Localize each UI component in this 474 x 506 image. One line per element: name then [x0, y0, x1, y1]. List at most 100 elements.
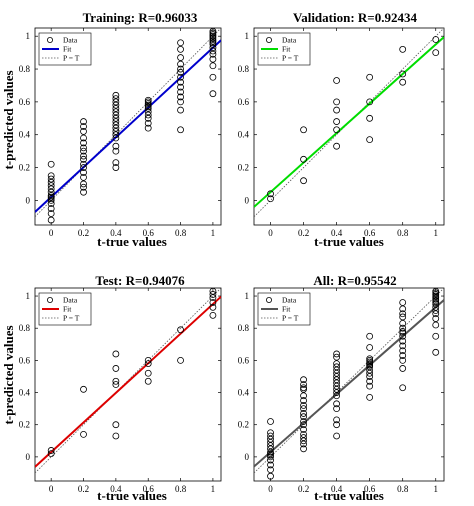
validation-data-point: [432, 49, 440, 57]
training-data-point: [209, 31, 217, 38]
test-data-point: [177, 326, 184, 334]
test-data-point: [112, 432, 120, 440]
training-data-point: [47, 178, 55, 186]
training-data-point: [177, 78, 184, 86]
all-data-point: [333, 376, 341, 384]
training-data-point: [144, 108, 152, 116]
training-data-point: [177, 73, 184, 81]
all-data-point: [432, 300, 440, 308]
all-data-point: [432, 289, 440, 297]
all-data-point: [267, 429, 274, 437]
all-data-point: [432, 303, 440, 311]
all-data-point: [333, 350, 341, 358]
test-y-tick-label: 0.4: [19, 388, 31, 398]
all-data-point: [333, 389, 341, 396]
all-data-point: [267, 450, 274, 458]
validation-x-tick-label: 0.4: [331, 228, 343, 238]
all-y-tick-label: 0.6: [238, 355, 250, 365]
training-data-point: [47, 175, 55, 183]
all-data-point: [300, 434, 307, 441]
training-data-point: [177, 39, 184, 47]
training-ylabel: t-predicted values: [1, 70, 16, 169]
training-data-point: [80, 118, 87, 125]
all-data-point: [300, 445, 307, 453]
validation-data-point: [366, 136, 374, 144]
test-data-point: [47, 447, 55, 454]
all-data-point: [366, 363, 374, 371]
all-data-point: [399, 342, 407, 350]
validation-title: Validation: R=0.92434: [293, 10, 417, 25]
training-data-point: [144, 124, 152, 132]
all-data-point: [300, 418, 307, 425]
training-data-point: [209, 41, 217, 48]
training-identity-line: [35, 28, 221, 218]
test-x-tick-label: 0: [49, 484, 54, 494]
all-data-point: [366, 377, 374, 385]
training-data-point: [47, 205, 55, 212]
all-data-point: [300, 397, 307, 404]
test-data-point: [144, 356, 152, 364]
training-data-point: [47, 185, 55, 193]
all-data-point: [333, 379, 341, 387]
all-data-point: [366, 382, 374, 390]
training-data-point: [112, 121, 120, 129]
all-y-tick-label: 0.8: [238, 323, 250, 333]
test-x-tick-label: 0.2: [78, 484, 89, 494]
all-data-point: [333, 363, 341, 371]
training-data-point: [144, 111, 152, 119]
training-data-point: [177, 65, 184, 73]
validation-data-point: [333, 98, 341, 106]
test-y-tick-label: 0.6: [19, 355, 31, 365]
training-data-point: [209, 39, 217, 47]
all-data-point: [366, 366, 374, 374]
all-xlabel: t-true values: [314, 488, 384, 503]
all-data-point: [267, 472, 274, 480]
training-fit-line: [35, 39, 221, 213]
training-data-point: [47, 195, 55, 203]
test-legend-data-marker: [47, 296, 54, 303]
training-data-point: [47, 210, 55, 217]
all-data-point: [300, 405, 307, 413]
training-data-point: [80, 144, 87, 152]
validation-panel: Validation: R=0.92434 t-true values 0 0.2…: [238, 10, 445, 249]
training-data-point: [80, 188, 87, 196]
test-data-point: [177, 356, 184, 364]
all-y-tick-label: 0: [245, 452, 250, 462]
training-x-tick-label: 0.6: [143, 228, 155, 238]
all-data-point: [333, 382, 341, 390]
validation-x-tick-label: 0.6: [364, 228, 376, 238]
training-legend-entry: P = T: [63, 54, 80, 63]
all-data-point: [399, 299, 407, 306]
test-y-tick-label: 1: [26, 291, 31, 301]
all-data-point: [300, 376, 307, 384]
validation-data-point: [333, 77, 341, 84]
training-data-point: [47, 188, 55, 196]
all-data-point: [267, 432, 274, 440]
test-data-point: [112, 377, 120, 385]
training-y-tick-label: 0.2: [19, 163, 30, 173]
training-data-point: [80, 164, 87, 171]
test-y-tick-label: 0: [26, 452, 31, 462]
validation-data-point: [300, 126, 307, 134]
all-data-point: [300, 385, 307, 393]
training-data-point: [112, 147, 120, 155]
test-data-point: [209, 288, 217, 295]
all-data-point: [399, 319, 407, 327]
all-data-point: [399, 329, 407, 337]
all-identity-line: [254, 288, 444, 474]
training-data-point: [112, 114, 120, 122]
test-y-tick-label: 0.8: [19, 323, 31, 333]
training-data-point: [112, 101, 120, 109]
training-data-point: [144, 96, 152, 104]
test-data-point: [47, 450, 55, 458]
all-data-point: [399, 305, 407, 313]
all-data-point: [432, 310, 440, 318]
training-data-point: [80, 173, 87, 181]
test-fit-line: [35, 295, 221, 468]
training-y-tick-label: 0.8: [19, 64, 31, 74]
training-data-point: [144, 101, 152, 109]
all-data-point: [399, 328, 407, 335]
all-data-point: [366, 358, 374, 366]
